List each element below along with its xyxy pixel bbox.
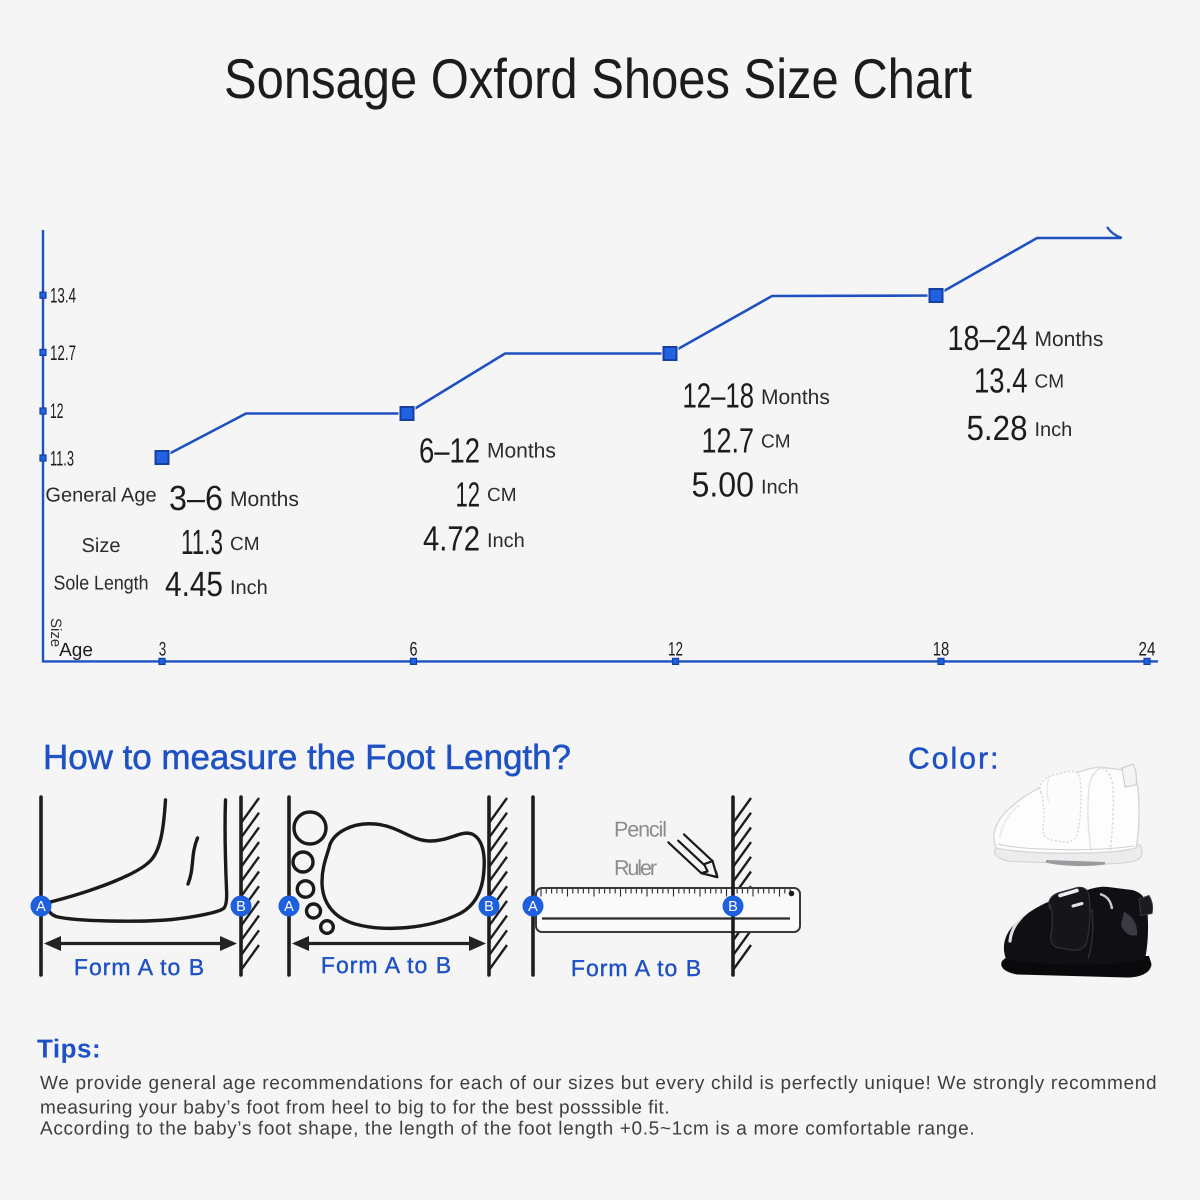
svg-text:5.28: 5.28 <box>967 409 1028 448</box>
svg-text:11.3: 11.3 <box>50 448 74 471</box>
svg-text:12: 12 <box>50 400 64 423</box>
svg-text:Pencil: Pencil <box>614 818 667 842</box>
svg-text:CM: CM <box>761 432 791 453</box>
svg-text:Form A to B: Form A to B <box>571 955 702 981</box>
svg-text:We provide general age recomme: We provide general age recommendations f… <box>40 1073 1157 1094</box>
svg-text:CM: CM <box>487 485 517 506</box>
svg-text:CM: CM <box>1035 372 1065 393</box>
svg-text:18–24: 18–24 <box>948 319 1028 358</box>
svg-text:12.7: 12.7 <box>702 422 755 461</box>
svg-text:24: 24 <box>1139 639 1156 661</box>
svg-text:3: 3 <box>159 639 167 661</box>
svg-text:12.7: 12.7 <box>50 342 76 365</box>
svg-text:General Age: General Age <box>45 485 156 507</box>
svg-text:Sole Length: Sole Length <box>54 573 149 595</box>
svg-text:6: 6 <box>410 639 418 661</box>
svg-text:CM: CM <box>230 534 260 555</box>
svg-text:A: A <box>528 899 538 915</box>
svg-text:Color:: Color: <box>908 743 1001 776</box>
svg-text:3–6: 3–6 <box>169 479 223 518</box>
svg-text:Months: Months <box>230 488 299 511</box>
svg-text:How to measure the Foot Length: How to measure the Foot Length? <box>43 738 573 777</box>
svg-text:5.00: 5.00 <box>692 466 755 505</box>
svg-text:A: A <box>284 899 294 915</box>
svg-text:Inch: Inch <box>487 530 525 552</box>
svg-text:Size: Size <box>47 618 64 647</box>
svg-text:Months: Months <box>487 440 556 463</box>
svg-text:Tips:: Tips: <box>37 1034 101 1064</box>
svg-text:Form A to B: Form A to B <box>321 952 452 978</box>
svg-text:6–12: 6–12 <box>419 432 480 471</box>
svg-text:B: B <box>728 899 738 915</box>
svg-text:B: B <box>484 899 494 915</box>
svg-text:12: 12 <box>456 476 481 515</box>
svg-text:Sonsage Oxford Shoes Size Char: Sonsage Oxford Shoes Size Chart <box>224 47 972 110</box>
svg-text:13.4: 13.4 <box>974 362 1028 401</box>
svg-text:12: 12 <box>668 639 683 661</box>
svg-text:measuring your baby’s foot fro: measuring your baby’s foot from heel to … <box>40 1098 670 1119</box>
svg-text:11.3: 11.3 <box>181 523 223 562</box>
svg-text:Months: Months <box>1035 328 1104 351</box>
svg-text:18: 18 <box>933 639 950 661</box>
svg-text:Size: Size <box>82 535 121 557</box>
svg-text:B: B <box>236 899 246 915</box>
svg-text:Inch: Inch <box>761 477 799 499</box>
svg-text:13.4: 13.4 <box>50 285 76 308</box>
svg-text:A: A <box>36 899 46 915</box>
svg-text:According to the baby’s foot s: According to the baby’s foot shape, the … <box>40 1119 975 1140</box>
svg-text:4.45: 4.45 <box>165 565 223 604</box>
svg-text:Ruler: Ruler <box>614 856 657 880</box>
svg-text:12–18: 12–18 <box>683 377 755 416</box>
svg-text:Age: Age <box>59 640 93 661</box>
svg-text:Inch: Inch <box>230 577 268 599</box>
svg-text:Form A to B: Form A to B <box>74 954 205 980</box>
svg-text:4.72: 4.72 <box>423 520 480 559</box>
svg-text:Months: Months <box>761 386 830 409</box>
svg-text:Inch: Inch <box>1035 419 1073 441</box>
